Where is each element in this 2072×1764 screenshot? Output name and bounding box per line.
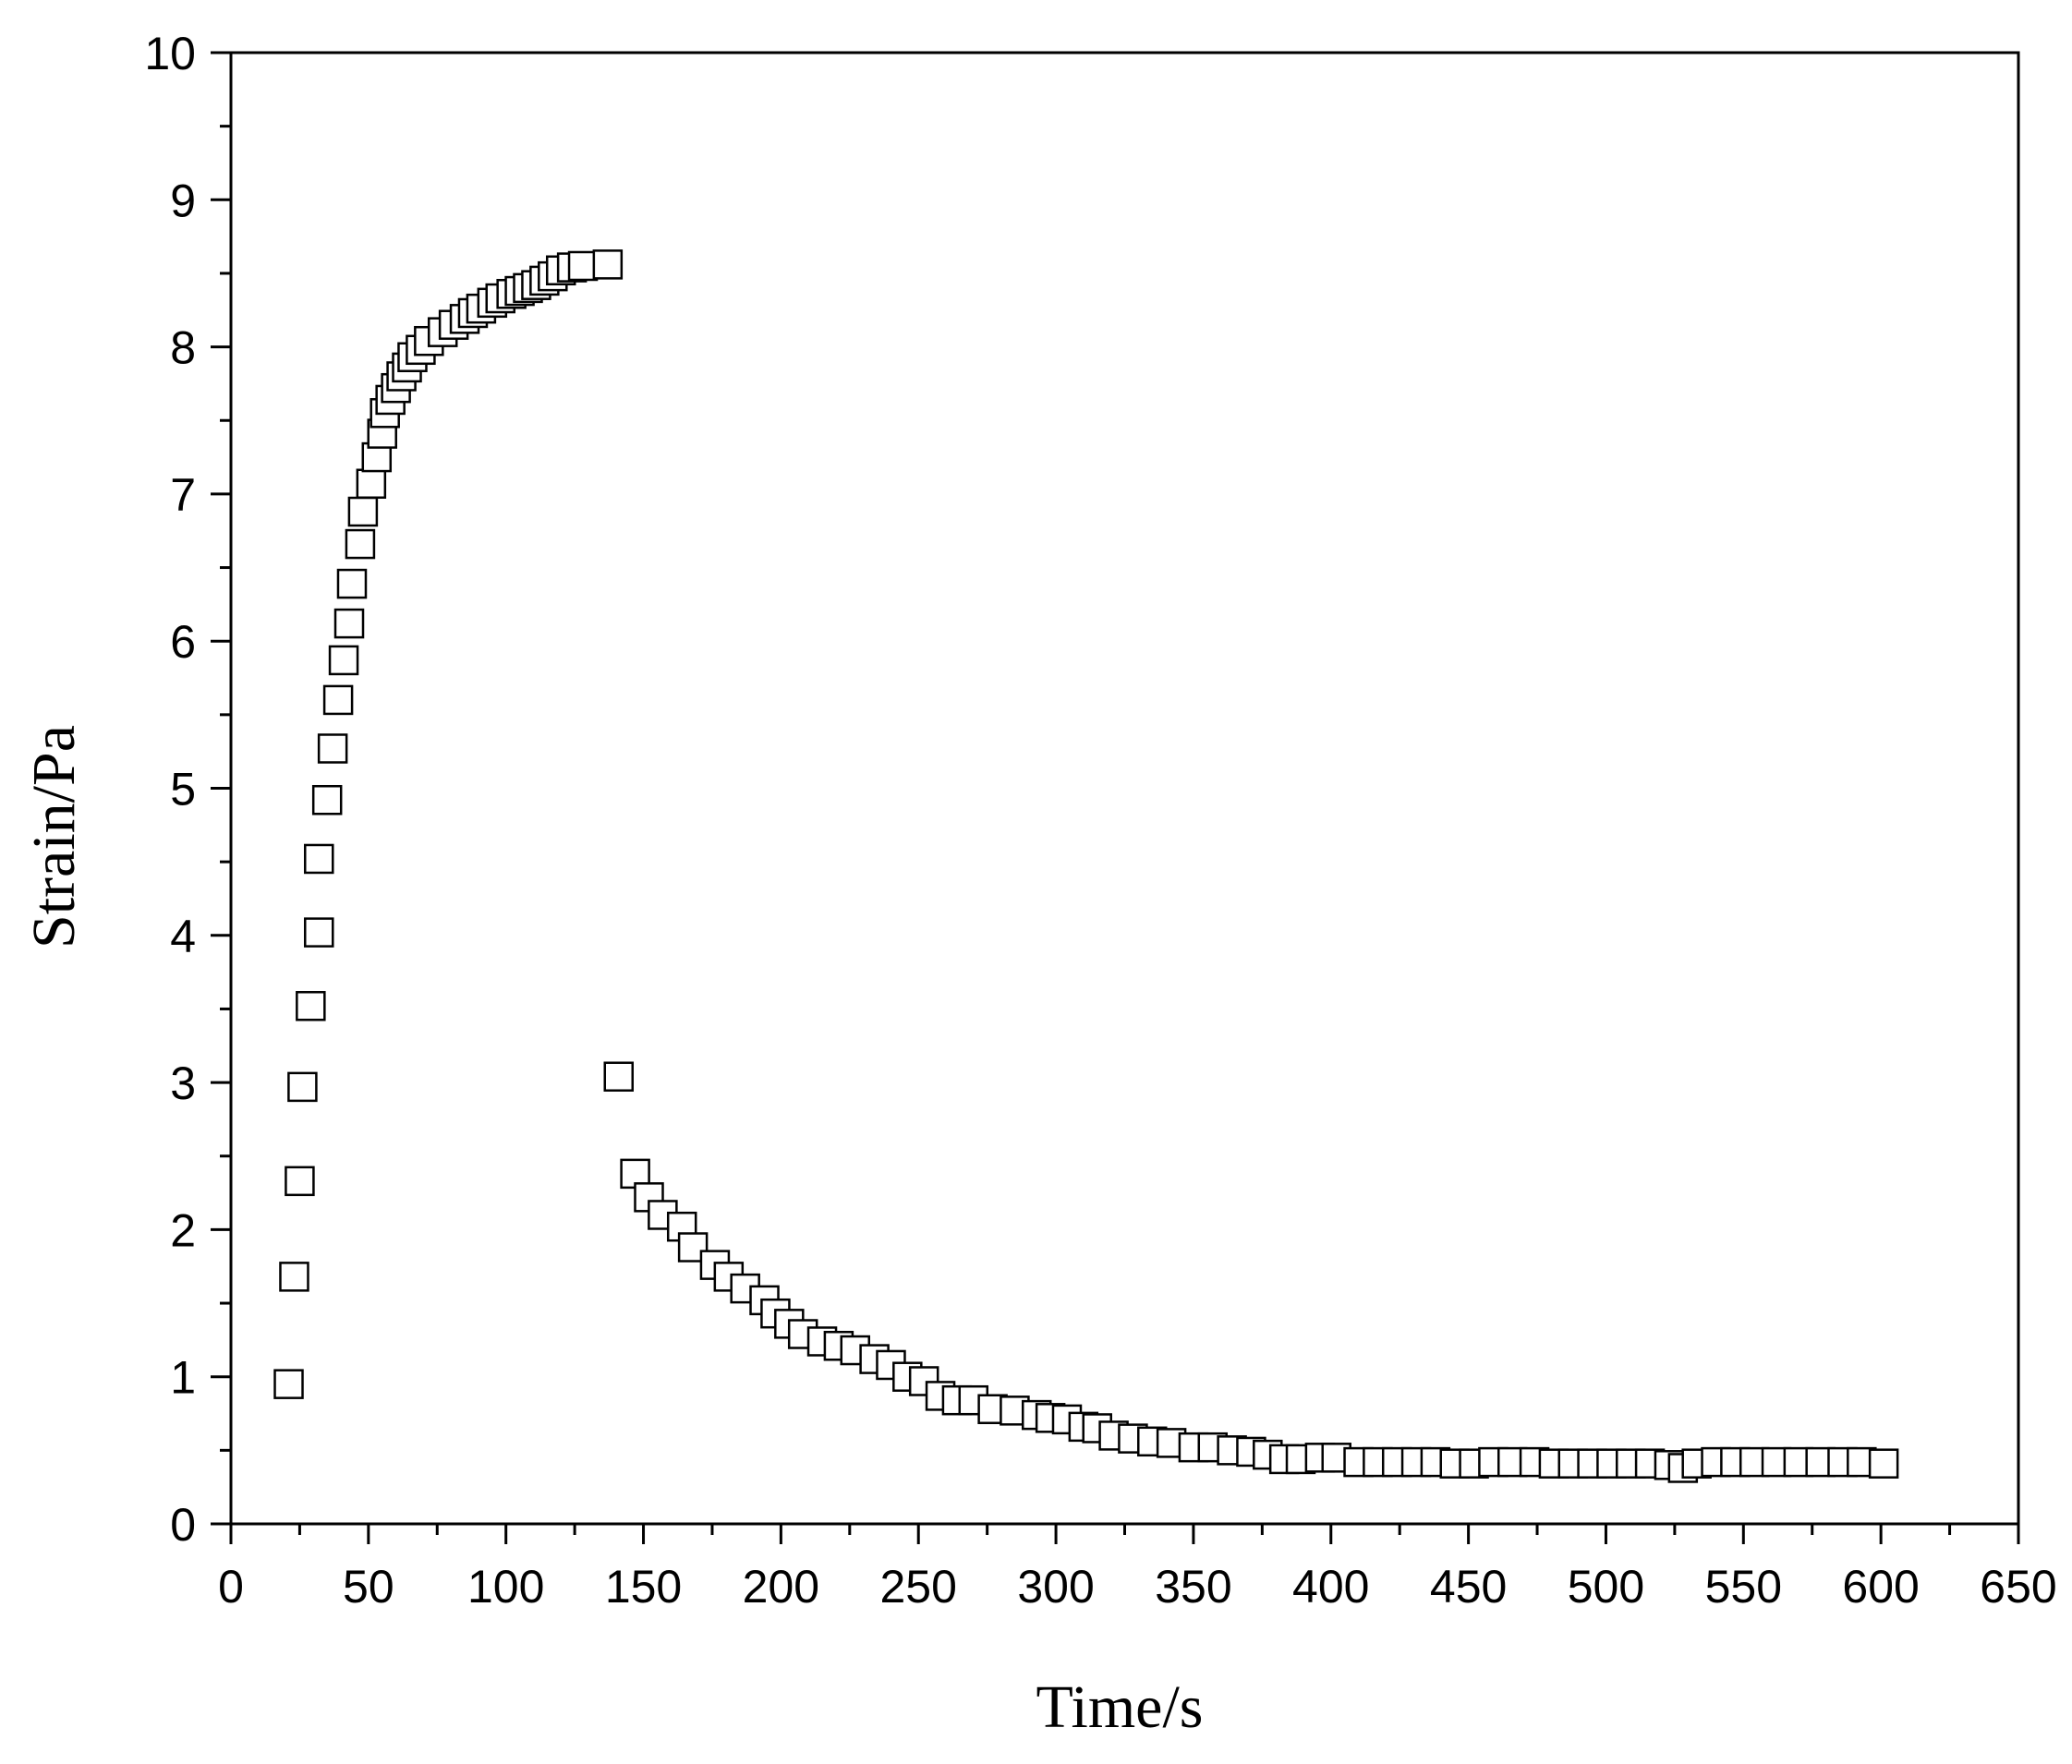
- x-tick-label: 350: [1155, 1561, 1231, 1613]
- data-point: [345, 528, 376, 560]
- data-point: [279, 1262, 309, 1292]
- x-tick-label: 400: [1292, 1561, 1369, 1613]
- y-axis-title: Strain/Pa: [20, 725, 88, 948]
- plot-frame: [229, 51, 2020, 1526]
- data-point: [1868, 1448, 1899, 1479]
- data-point: [356, 468, 387, 499]
- data-point: [328, 645, 359, 676]
- x-tick-label: 450: [1430, 1561, 1507, 1613]
- y-tick-label: 8: [170, 322, 196, 374]
- data-point: [567, 250, 599, 282]
- y-tick-label: 0: [170, 1499, 196, 1551]
- y-tick-label: 4: [170, 911, 196, 962]
- data-point: [296, 991, 326, 1021]
- data-point: [311, 784, 343, 816]
- data-points: [273, 249, 1899, 1483]
- data-point: [317, 733, 348, 764]
- axes: 0 50 100 150 200 250 300 350 400 450 500 550 600 650 0…: [144, 28, 2056, 1613]
- x-tick-label: 150: [605, 1561, 682, 1613]
- x-tick-label: 100: [467, 1561, 544, 1613]
- data-point: [273, 1369, 304, 1399]
- x-tick-label: 550: [1705, 1561, 1782, 1613]
- data-point: [304, 843, 334, 875]
- data-point: [287, 1071, 318, 1103]
- y-tick-label: 2: [170, 1204, 196, 1256]
- x-tick-label: 200: [743, 1561, 819, 1613]
- data-point: [285, 1166, 315, 1197]
- x-axis-title: Time/s: [1036, 1673, 1204, 1741]
- y-tick-label: 6: [170, 616, 196, 668]
- x-tick-label: 650: [1980, 1561, 2056, 1613]
- data-point: [304, 917, 334, 948]
- y-tick-label: 5: [170, 764, 196, 816]
- y-tick-label: 1: [170, 1352, 196, 1404]
- data-point: [322, 684, 354, 716]
- y-tick-label: 3: [170, 1057, 196, 1109]
- y-tick-label: 9: [170, 175, 196, 226]
- x-tick-label: 50: [343, 1561, 394, 1613]
- data-point: [333, 608, 365, 639]
- y-tick-label: 7: [170, 469, 196, 521]
- x-tick-label: 0: [218, 1561, 244, 1613]
- data-point: [603, 1061, 634, 1092]
- data-point: [347, 496, 379, 527]
- x-tick-label: 300: [1017, 1561, 1094, 1613]
- data-point: [336, 568, 368, 599]
- y-tick-label: 10: [144, 28, 196, 79]
- x-tick-label: 500: [1568, 1561, 1644, 1613]
- data-point: [592, 249, 624, 280]
- x-tick-label: 600: [1842, 1561, 1919, 1613]
- x-tick-label: 250: [880, 1561, 957, 1613]
